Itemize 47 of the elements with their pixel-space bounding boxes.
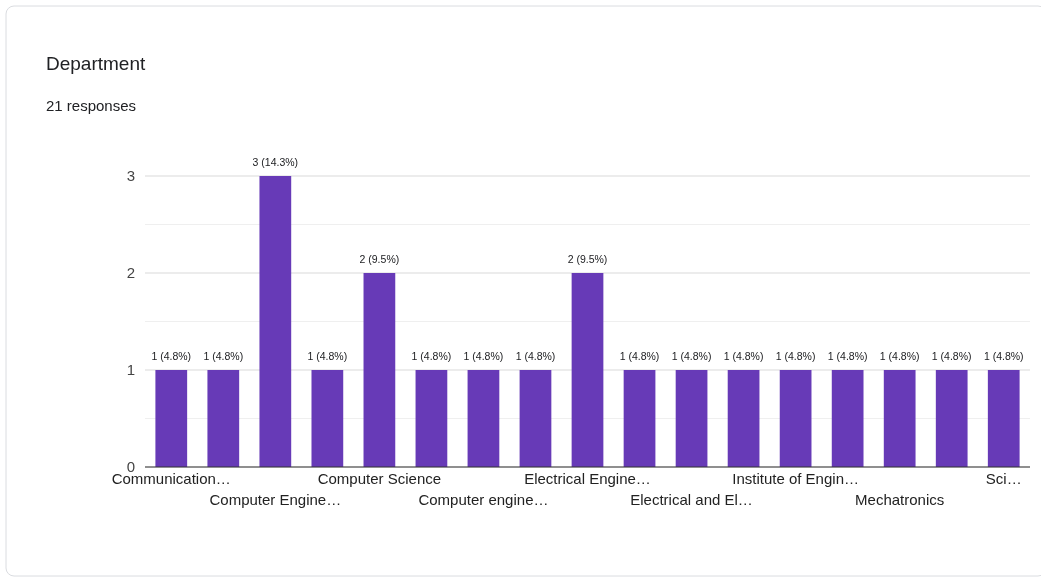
chart-subtitle: 21 responses: [46, 97, 137, 114]
bar: [675, 370, 708, 467]
data-label: 1 (4.8%): [775, 350, 816, 362]
data-label: 1 (4.8%): [463, 350, 504, 362]
x-tick-label: Computer Engine…: [209, 490, 342, 508]
bar: [207, 370, 240, 467]
data-label: 1 (4.8%): [307, 350, 348, 362]
data-label: 1 (4.8%): [723, 350, 764, 362]
bar: [467, 370, 500, 467]
x-tick-label: Computer Science: [317, 469, 442, 487]
data-label: 1 (4.8%): [411, 350, 452, 362]
bar: [727, 370, 760, 467]
bar: [259, 176, 292, 467]
bar: [779, 370, 812, 467]
data-label: 1 (4.8%): [515, 350, 556, 362]
bar: [311, 370, 344, 467]
data-label: 3 (14.3%): [252, 156, 299, 168]
bar: [571, 273, 604, 467]
x-tick-label: Sci…: [985, 469, 1022, 487]
bar: [987, 370, 1020, 467]
data-label: 1 (4.8%): [151, 350, 192, 362]
data-label: 1 (4.8%): [931, 350, 972, 362]
data-label: 1 (4.8%): [983, 350, 1024, 362]
data-label: 2 (9.5%): [567, 253, 608, 265]
y-tick-label: 2: [126, 264, 135, 282]
data-label: 2 (9.5%): [359, 253, 400, 265]
bar: [935, 370, 968, 467]
data-label: 1 (4.8%): [203, 350, 244, 362]
bar: [415, 370, 448, 467]
data-label: 1 (4.8%): [879, 350, 920, 362]
bar: [623, 370, 656, 467]
bar: [363, 273, 396, 467]
data-label: 1 (4.8%): [619, 350, 660, 362]
x-tick-label: Computer engine…: [418, 490, 549, 508]
bar: [519, 370, 552, 467]
x-tick-label: Mechatronics: [855, 490, 945, 508]
x-tick-label: Electrical Engine…: [524, 469, 651, 487]
y-tick-label: 1: [126, 361, 135, 379]
x-tick-label: Electrical and El…: [630, 490, 753, 508]
data-label: 1 (4.8%): [827, 350, 868, 362]
x-tick-label: Institute of Engin…: [732, 469, 859, 487]
bar: [831, 370, 864, 467]
chart-title: Department: [46, 53, 146, 74]
y-tick-label: 3: [126, 167, 135, 185]
bar: [155, 370, 188, 467]
bar: [883, 370, 916, 467]
data-label: 1 (4.8%): [671, 350, 712, 362]
